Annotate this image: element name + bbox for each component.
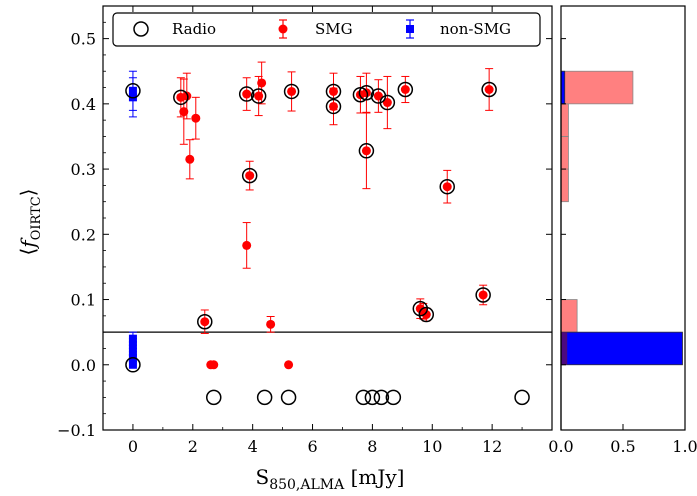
histogram-frame [560, 5, 686, 431]
x-tick-label-6: 12 [482, 437, 502, 456]
x-axis-label: S850,ALMA [mJy] [256, 465, 405, 493]
y-tick-label-3: 0.2 [71, 225, 96, 244]
main-plot-frame [102, 5, 553, 431]
smg-point-17 [361, 146, 371, 156]
radio-point-28 [514, 389, 530, 406]
smg-point-25 [478, 290, 488, 300]
hist-smg-bar-8 [560, 70, 634, 105]
legend-box [112, 12, 541, 47]
y-axis-label: ⟨fOIRTC⟩ [16, 188, 44, 255]
radio-point-18 [439, 178, 455, 195]
radio-point-23 [280, 389, 297, 406]
legend-nonsmg-marker [406, 25, 414, 33]
hist-smg-bar-7 [560, 103, 569, 137]
smg-point-14 [328, 101, 338, 111]
radio-point-8 [325, 83, 342, 100]
y-tick-label-2: 0.1 [71, 291, 96, 310]
smg-point-1 [179, 107, 189, 117]
x-tick-label-4: 8 [367, 437, 377, 456]
smg-point-5 [200, 317, 210, 327]
radio-point-0 [125, 83, 141, 99]
x-tick-label-1: 2 [188, 437, 198, 456]
radio-point-11 [358, 85, 375, 101]
radio-point-9 [325, 98, 342, 115]
radio-point-24 [355, 389, 372, 406]
radio-point-6 [250, 88, 267, 104]
hist-smg-bar-5 [560, 168, 569, 203]
y-tick-label-5: 0.4 [71, 95, 96, 114]
radio-point-15 [397, 81, 414, 98]
smg-point-6 [242, 240, 252, 250]
legend-entry-nonsmg: non-SMG [406, 19, 511, 39]
radio-point-14 [379, 94, 396, 111]
smg-point-12 [287, 86, 297, 96]
hist-overlap-shade [561, 332, 568, 365]
x-tick-label-3: 6 [307, 437, 317, 456]
nonsmg-point-4 [128, 347, 137, 356]
smg-point-26 [484, 84, 494, 94]
radio-point-25 [364, 389, 381, 406]
legend-radio-label: Radio [172, 20, 216, 38]
radio-point-1 [125, 357, 141, 373]
x-tick-label-5: 10 [422, 437, 442, 456]
radio-point-5 [241, 167, 258, 184]
radio-point-12 [358, 143, 375, 159]
smg-point-11 [266, 319, 276, 329]
y-tick-label-4: 0.3 [71, 160, 96, 179]
smg-point-4 [191, 113, 201, 123]
radio-point-19 [475, 287, 491, 303]
legend-smg-label: SMG [315, 20, 353, 38]
legend: Radio SMG non-SMG [112, 12, 541, 47]
legend-smg-marker [278, 24, 288, 34]
hist-x-tick-label-1: 0.5 [610, 437, 635, 456]
smg-point-7 [242, 89, 252, 99]
smg-point-19 [382, 98, 392, 108]
smg-point-2 [182, 91, 192, 101]
histogram-plot: 0.0 0.5 1.0 [548, 5, 697, 456]
radio-point-7 [283, 83, 300, 100]
legend-entry-radio: Radio [133, 20, 216, 38]
smg-point-8 [245, 171, 255, 181]
radio-point-27 [385, 389, 402, 406]
radio-point-3 [197, 313, 213, 330]
smg-point-3 [185, 154, 195, 164]
smg-point-20 [400, 84, 410, 94]
x-tick-label-0: 0 [128, 437, 138, 456]
radio-point-22 [256, 389, 273, 406]
radio-point-16 [412, 300, 429, 317]
smg-point-24 [442, 182, 452, 192]
y-tick-label-1: 0.0 [71, 356, 96, 375]
hist-x-tick-label-0: 0.0 [548, 437, 573, 456]
radio-point-21 [206, 389, 222, 406]
y-tick-label-0: −0.1 [57, 421, 96, 440]
radio-point-4 [238, 86, 255, 102]
main-scatter-plot: 0 2 4 6 8 10 12 −0.1 0.0 0.1 0.2 0.3 0.4 0.5 [57, 5, 553, 456]
smg-point-23 [421, 310, 431, 320]
hist-smg-bar-6 [560, 136, 569, 170]
radio-point-26 [373, 389, 390, 406]
radio-point-2 [173, 89, 189, 106]
smg-point-10 [257, 78, 267, 88]
legend-nonsmg-label: non-SMG [440, 20, 511, 38]
smg-point-28 [209, 360, 219, 370]
hist-nonsmg-bar-0 [560, 331, 683, 366]
smg-point-9 [254, 91, 264, 101]
y-tick-label-6: 0.5 [71, 30, 96, 49]
hist-smg-bar-1 [560, 299, 578, 333]
x-tick-label-2: 4 [248, 437, 258, 456]
smg-point-29 [284, 360, 294, 370]
legend-radio-marker [133, 21, 149, 37]
nonsmg-point-6 [128, 360, 137, 369]
radio-point-20 [481, 81, 497, 98]
radio-point-10 [352, 86, 369, 103]
smg-point-18 [373, 91, 383, 101]
radio-point-17 [418, 306, 435, 323]
hist-x-tick-label-2: 1.0 [672, 437, 697, 456]
legend-entry-smg: SMG [278, 19, 353, 39]
